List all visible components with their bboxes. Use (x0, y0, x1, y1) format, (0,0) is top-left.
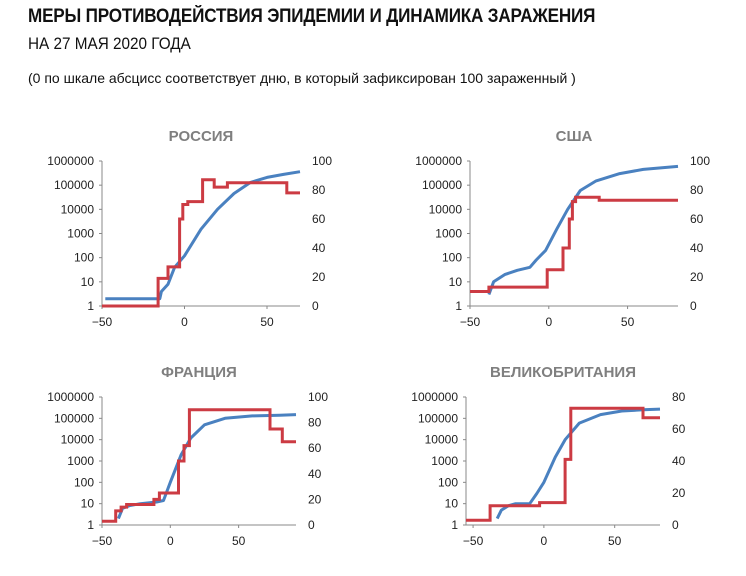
y-left-tick-label: 100000 (54, 411, 94, 425)
y-left-tick-label: 100000 (422, 178, 462, 192)
x-tick-label: 0 (541, 534, 548, 548)
y-right-tick-label: 0 (690, 299, 697, 313)
y-left-tick-label: 1000 (67, 454, 94, 468)
y-left-tick-label: 10 (81, 497, 95, 511)
y-left-tick-label: 10 (81, 275, 95, 289)
y-right-tick-label: 60 (308, 441, 322, 455)
y-left-tick-label: 1000000 (47, 390, 94, 404)
y-right-tick-label: 0 (308, 518, 315, 532)
y-left-tick-label: 100 (74, 475, 94, 489)
series-cases-line (487, 164, 679, 296)
y-left-tick-label: 10000 (61, 433, 95, 447)
x-tick-label: 50 (260, 315, 274, 329)
y-right-tick-label: 20 (672, 486, 686, 500)
y-left-tick-label: 10000 (429, 202, 463, 216)
y-right-tick-label: 60 (312, 212, 326, 226)
x-tick-label: 0 (545, 315, 552, 329)
page-title: МЕРЫ ПРОТИВОДЕЙСТВИЯ ЭПИДЕМИИ И ДИНАМИКА… (28, 6, 596, 27)
y-right-tick-label: 0 (312, 299, 319, 313)
chart-1: РОССИЯ1101001000100001000001000000020406… (47, 128, 332, 329)
y-right-tick-label: 20 (312, 270, 326, 284)
series-cases-line (105, 170, 301, 301)
series-stringency-line (102, 178, 300, 308)
chart-4: ВЕЛИКОБРИТАНИЯ 1 10 100 1000 10000 100000 10000… (411, 364, 685, 548)
y-left-tick-label: 100000 (54, 178, 94, 192)
page-subtitle: НА 27 МАЯ 2020 ГОДА (28, 34, 191, 53)
y-right-tick-label: 100 (308, 390, 328, 404)
chart-title: ФРАНЦИЯ (161, 364, 237, 381)
y-left-tick-label: 10000 (425, 433, 459, 447)
x-tick-label: −50 (460, 315, 481, 329)
y-right-tick-label: 80 (312, 183, 326, 197)
y-right-tick-label: 80 (690, 183, 704, 197)
series-cases-line (495, 407, 661, 520)
y-right-tick-label: 20 (690, 270, 704, 284)
y-left-tick-label: 10 (449, 275, 463, 289)
series-stringency-line (470, 195, 678, 293)
x-tick-label: 0 (181, 315, 188, 329)
y-left-tick-label: 1000000 (415, 154, 462, 168)
chart-3: ФРАНЦИЯ110100100010000100000100000002040… (47, 364, 328, 548)
y-left-tick-label: 100 (442, 251, 462, 265)
y-left-tick-label: 100000 (418, 411, 458, 425)
y-left-tick-label: 1000000 (47, 154, 94, 168)
y-right-tick-label: 60 (672, 422, 686, 436)
y-left-tick-label: 1000 (67, 227, 94, 241)
y-left-tick-label: 1 (87, 299, 94, 313)
x-tick-label: 50 (608, 534, 622, 548)
y-left-tick-label: 1 (87, 518, 94, 532)
y-right-tick-label: 60 (690, 212, 704, 226)
y-right-tick-label: 100 (312, 154, 332, 168)
y-left-tick-label: 1000 (431, 454, 458, 468)
x-tick-label: 50 (621, 315, 635, 329)
x-tick-label: 0 (167, 534, 174, 548)
y-right-tick-label: 40 (312, 241, 326, 255)
y-left-tick-label: 10 (445, 497, 459, 511)
y-right-tick-label: 40 (690, 241, 704, 255)
y-left-tick-label: 1 (455, 299, 462, 313)
x-tick-label: −50 (92, 534, 113, 548)
y-right-tick-label: 40 (672, 454, 686, 468)
y-right-tick-label: 20 (308, 492, 322, 506)
chart-title: США (556, 128, 593, 145)
y-right-tick-label: 80 (308, 416, 322, 430)
x-tick-label: 50 (232, 534, 246, 548)
series-stringency-line (102, 408, 296, 523)
y-right-tick-label: 40 (308, 467, 322, 481)
chart-2: США1101001000100001000001000000020406080… (415, 128, 710, 329)
y-left-tick-label: 10000 (61, 202, 95, 216)
chart-title: ВЕЛИКОБРИТАНИЯ (490, 364, 636, 381)
x-tick-label: −50 (92, 315, 113, 329)
y-left-tick-label: 1000000 (411, 390, 458, 404)
chart-title: РОССИЯ (169, 128, 234, 145)
y-left-tick-label: 1 (451, 518, 458, 532)
y-left-tick-label: 100 (74, 251, 94, 265)
y-left-tick-label: 100 (438, 475, 458, 489)
y-left-tick-label: 1000 (435, 227, 462, 241)
y-right-tick-label: 100 (690, 154, 710, 168)
y-right-tick-label: 0 (672, 518, 679, 532)
series-stringency-line (466, 406, 660, 522)
y-right-tick-label: 80 (672, 390, 686, 404)
x-tick-label: −50 (463, 534, 484, 548)
axis-note: (0 по шкале абсцисс соответствует дню, в… (28, 70, 576, 86)
